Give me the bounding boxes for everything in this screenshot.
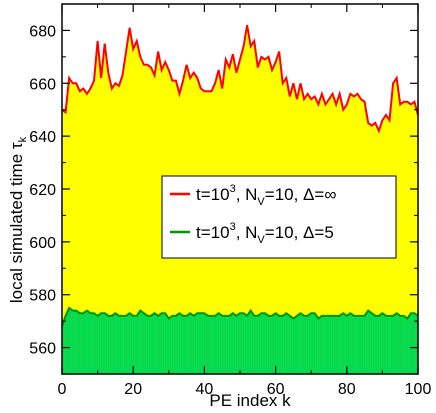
legend-box — [161, 175, 397, 259]
x-axis: 0 20 40 60 80 100 — [58, 4, 432, 398]
legend: t=103, NV=10, Δ=∞ t=103, NV=10, Δ=5 — [161, 175, 397, 259]
y-tick-label: 580 — [29, 288, 56, 305]
y-tick-label: 640 — [29, 129, 56, 146]
y-axis: 560 580 600 620 640 660 680 — [29, 3, 418, 375]
y-tick-label: 620 — [29, 182, 56, 199]
series-2-line — [61, 306, 419, 327]
y-tick-label: 660 — [29, 76, 56, 93]
x-tick-label: 60 — [267, 381, 285, 398]
x-tick-label: 0 — [58, 381, 67, 398]
y-tick-label: 560 — [29, 341, 56, 358]
x-tick-label: 20 — [124, 381, 142, 398]
x-tick-label: 100 — [405, 381, 432, 398]
series-1-line — [61, 24, 419, 134]
x-axis-title: PE index k — [209, 391, 291, 410]
y-axis-title: local simulated time τk — [7, 136, 29, 303]
legend-entry-1: t=103, NV=10, Δ=∞ — [196, 183, 336, 208]
y-tick-label: 680 — [29, 23, 56, 40]
legend-entry-2: t=103, NV=10, Δ=5 — [196, 221, 334, 246]
y-tick-label: 600 — [29, 235, 56, 252]
x-tick-label: 40 — [196, 381, 214, 398]
x-tick-label: 80 — [338, 381, 356, 398]
